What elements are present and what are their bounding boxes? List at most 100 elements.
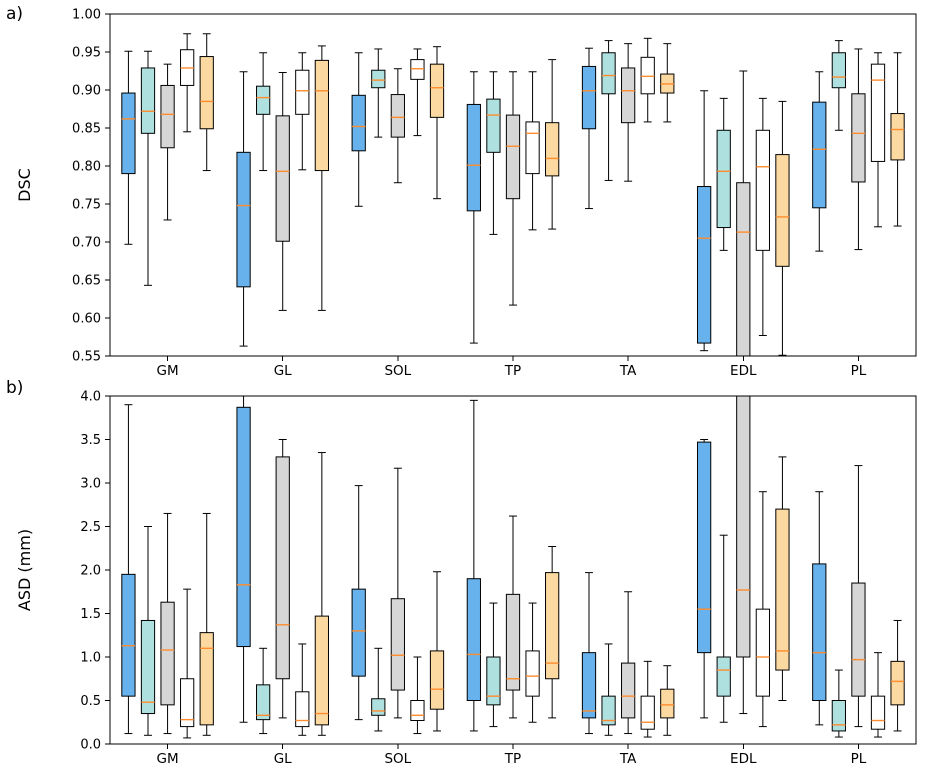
box-EDL-white: [755, 97, 770, 336]
y-tick-label: 3.5: [80, 433, 101, 448]
box-GM-blue: [121, 404, 136, 735]
box-EDL-paleturquoise: [716, 534, 731, 723]
box-GM-orange: [199, 512, 214, 736]
box-GM-paleturquoise: [140, 526, 156, 736]
box-SOL-blue: [351, 485, 366, 721]
box-PL-paleturquoise: [831, 40, 846, 131]
box-TA-blue: [581, 47, 597, 210]
box-TA-gray: [621, 43, 636, 182]
box-PL-white: [870, 652, 886, 738]
y-tick-label: 1.00: [72, 8, 101, 23]
box-EDL-blue: [697, 90, 712, 352]
x-tick-label: PL: [851, 363, 867, 376]
y-axis-label: ASD (mm): [15, 529, 34, 611]
box-TA-orange: [660, 665, 675, 736]
box-TA-white: [640, 660, 655, 738]
box-EDL-blue: [697, 439, 712, 719]
y-tick-label: 4.0: [80, 390, 101, 405]
box-PL-blue: [812, 71, 827, 252]
box-TP-blue: [466, 399, 481, 732]
box-TP-paleturquoise: [486, 71, 501, 235]
box-GL-white: [295, 52, 310, 171]
box-GM-blue: [121, 50, 136, 245]
box-TP-blue: [466, 71, 481, 344]
box-GL-white: [295, 643, 310, 736]
box-TP-paleturquoise: [486, 602, 501, 728]
x-tick-label: GL: [274, 363, 292, 376]
x-tick-label: SOL: [384, 751, 411, 767]
x-tick-label: TA: [619, 363, 637, 376]
y-tick-label: 0.95: [72, 46, 101, 61]
box-GM-white: [180, 33, 195, 133]
box-GL-gray: [275, 72, 290, 311]
y-tick-label: 3.0: [80, 477, 101, 492]
box-SOL-paleturquoise: [371, 48, 386, 138]
x-tick-label: GL: [274, 751, 292, 767]
box-EDL-orange: [775, 456, 790, 701]
y-tick-label: 0.90: [72, 84, 101, 99]
box-SOL-gray: [390, 68, 405, 184]
x-tick-label: GM: [157, 751, 179, 767]
box-TA-gray: [621, 591, 636, 735]
y-tick-label: 0.60: [72, 312, 101, 327]
box-PL-orange: [890, 619, 905, 732]
panel-a-plot: 0.55 0.60 0.65 0.70 0.75 0.80 0.85 0.90 0.95 1.00…: [0, 0, 932, 379]
box-TA-orange: [660, 43, 675, 123]
box-GL-gray: [275, 439, 290, 719]
y-axis-label: DSC: [15, 168, 34, 202]
y-tick-label: 2.0: [80, 564, 101, 579]
asd-boxplot-svg: 0.0 0.5 1.0 1.5 2.0 2.5 3.0 3.5 4.0 GM GL SOL TP TA ED…: [15, 390, 917, 767]
box-GL-paleturquoise: [256, 52, 271, 172]
box-PL-blue: [812, 491, 827, 726]
box-EDL-orange: [775, 100, 790, 356]
y-tick-label: 0.5: [80, 694, 101, 709]
box-GM-gray: [160, 63, 175, 221]
box-SOL-blue: [351, 52, 366, 207]
box-PL-gray: [851, 465, 866, 728]
x-tick-label: GM: [157, 363, 179, 376]
panel-b-plot: 0.0 0.5 1.0 1.5 2.0 2.5 3.0 3.5 4.0 GM GL SOL TP TA ED…: [0, 376, 932, 779]
box-TA-paleturquoise: [601, 40, 616, 181]
box-PL-paleturquoise: [831, 669, 846, 738]
y-tick-label: 1.5: [80, 607, 101, 622]
x-tick-label: EDL: [730, 363, 757, 376]
box-TP-gray: [505, 71, 521, 306]
box-GM-orange: [199, 33, 214, 172]
panel-a-label: a): [6, 4, 24, 24]
box-TP-orange: [545, 59, 560, 230]
box-PL-orange: [890, 52, 905, 227]
box-GM-white: [180, 588, 195, 739]
box-GL-orange: [314, 45, 329, 311]
box-SOL-white: [410, 48, 425, 137]
box-EDL-white: [755, 491, 770, 728]
dsc-boxplot-svg: 0.55 0.60 0.65 0.70 0.75 0.80 0.85 0.90 0.95 1.00…: [15, 8, 917, 379]
box-SOL-orange: [429, 571, 445, 732]
y-tick-label: 0.80: [72, 160, 101, 175]
box-SOL-paleturquoise: [371, 647, 386, 732]
box-GL-paleturquoise: [256, 647, 271, 735]
box-PL-white: [870, 52, 886, 228]
box-TP-gray: [505, 515, 521, 719]
box-TA-white: [640, 37, 655, 123]
box-SOL-orange: [429, 46, 445, 200]
y-tick-label: 0.55: [72, 350, 101, 365]
box-GL-orange: [314, 452, 329, 736]
x-tick-label: SOL: [384, 363, 411, 376]
box-GM-paleturquoise: [140, 50, 156, 286]
y-tick-label: 0.75: [72, 198, 101, 213]
x-tick-label: TP: [504, 363, 521, 376]
x-tick-label: TA: [619, 751, 637, 767]
y-tick-label: 0.85: [72, 122, 101, 137]
box-TA-blue: [581, 572, 597, 735]
y-tick-label: 1.0: [80, 651, 101, 666]
panel-b-label: b): [6, 378, 24, 398]
box-EDL-paleturquoise: [716, 97, 731, 251]
box-SOL-gray: [390, 467, 405, 719]
box-TP-white: [525, 602, 540, 723]
y-tick-label: 0.0: [80, 738, 101, 753]
box-TA-paleturquoise: [601, 643, 616, 736]
box-EDL-gray: [736, 395, 751, 715]
box-EDL-gray: [736, 70, 751, 357]
y-tick-label: 0.65: [72, 274, 101, 289]
